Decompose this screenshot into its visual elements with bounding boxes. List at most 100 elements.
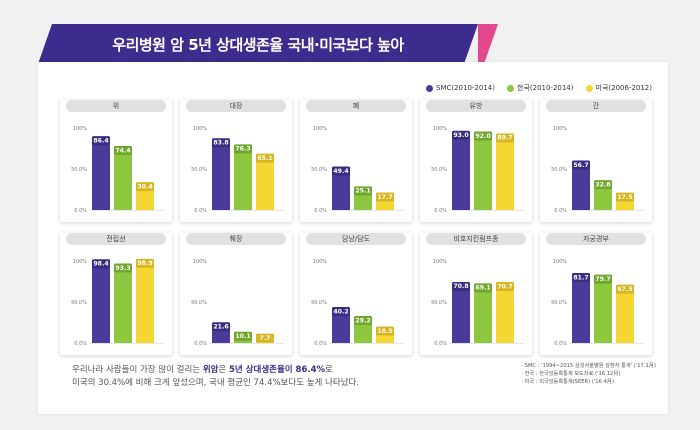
description-highlight-1: 위암: [202, 365, 219, 375]
legend-dot-smc: [426, 84, 433, 92]
data-label: 16.5: [377, 328, 392, 335]
source-note-smc: · SMC : '1994~2015 삼성서울병원 암환자 통계' ('17.1…: [521, 363, 656, 369]
y-tick-label: 0.0%: [554, 208, 567, 214]
bar: [474, 134, 492, 210]
bar: [136, 261, 154, 343]
data-label: 79.7: [595, 276, 610, 283]
source-note-usa: · 미국 : 미국암등록통계(SEER) ('16.4月): [521, 379, 615, 385]
data-label: 56.7: [573, 162, 588, 169]
data-label: 98.9: [137, 260, 152, 267]
description-line-2: 미국의 30.4%에 비해 크게 앞섰으며, 국내 평균인 74.4%보다도 높…: [72, 378, 360, 388]
card-title: 폐: [306, 100, 406, 112]
data-label: 83.8: [213, 140, 228, 147]
data-label: 93.3: [115, 265, 130, 272]
y-tick-label: 0.0%: [434, 208, 447, 214]
bar: [452, 284, 470, 343]
y-tick-label: 0.0%: [194, 341, 207, 347]
bar-chart: 100% 50.0% 0.0% 70.8 69.1 70.7: [431, 259, 524, 347]
data-label: 40.2: [333, 308, 348, 315]
card-title: 전립선: [66, 233, 166, 245]
bar: [572, 276, 590, 343]
y-tick-label: 0.0%: [554, 341, 567, 347]
y-tick-label: 50.0%: [311, 167, 327, 173]
bar: [572, 163, 590, 210]
chart-card: 폐 100% 50.0% 0.0% 49.4 25.1 17.7: [300, 100, 412, 222]
bar: [496, 136, 514, 210]
bar-cap: [256, 153, 274, 163]
bar: [616, 287, 634, 343]
data-label: 69.1: [475, 285, 490, 292]
legend-label-smc: SMC(2010-2014): [436, 84, 495, 92]
data-label: 86.4: [93, 137, 109, 144]
bar-chart: 100% 50.0% 0.0% 98.4 93.3 98.9: [71, 258, 164, 347]
description: 우리나라 사람들이 가장 많이 걸리는 위암은 5년 상대생존율이 86.4%로…: [72, 364, 359, 390]
chart-card: 비호지킨림프종 100% 50.0% 0.0% 70.8 69.1 70.7: [420, 233, 532, 355]
card-title: 위: [66, 100, 166, 112]
description-text-c: 로: [325, 365, 333, 375]
bar-cap: [572, 160, 590, 170]
bar-cap: [594, 274, 612, 284]
data-label: 17.7: [377, 194, 392, 201]
data-label: 10.1: [235, 333, 250, 340]
bar: [452, 133, 470, 210]
bar: [92, 262, 110, 343]
legend-dot-korea: [507, 84, 514, 92]
data-label: 70.8: [453, 283, 468, 290]
y-tick-label: 0.0%: [194, 208, 207, 214]
source-notes: · SMC : '1994~2015 삼성서울병원 암환자 통계' ('17.1…: [521, 362, 656, 386]
bar-cap: [616, 284, 634, 294]
data-label: 29.2: [355, 317, 370, 324]
card-title: 췌장: [186, 233, 286, 245]
data-label: 76.3: [235, 146, 250, 153]
data-label: 25.1: [355, 188, 370, 195]
data-label: 93.0: [453, 132, 469, 139]
bar-cap: [474, 131, 492, 141]
bar-cap: [234, 331, 252, 341]
bar-cap: [474, 283, 492, 293]
bar: [234, 147, 252, 210]
chart-card: 위 100% 50.0% 0.0% 86.4 74.4 30.4: [60, 100, 172, 222]
bar-cap: [256, 333, 274, 343]
chart-card: 간 100% 50.0% 0.0% 56.7 32.8 17.5: [540, 100, 652, 222]
chart-card: 췌장 100% 50.0% 0.0% 21.6 10.1 7.7: [180, 233, 292, 355]
card-title: 비호지킨림프종: [426, 233, 526, 245]
chart-card: 대장 100% 50.0% 0.0% 83.8 76.3 65.1: [180, 100, 292, 222]
y-tick-label: 0.0%: [314, 208, 327, 214]
y-tick-label: 100%: [73, 126, 88, 132]
bar-chart: 100% 50.0% 0.0% 83.8 76.3 65.1: [191, 126, 284, 214]
y-tick-label: 50.0%: [71, 300, 87, 306]
bar-cap: [452, 130, 470, 140]
page-title: 우리병원 암 5년 상대생존율 국내·미국보다 높아: [112, 35, 404, 54]
bar-chart: 100% 50.0% 0.0% 93.0 92.0 89.7: [431, 126, 524, 214]
bar-cap: [332, 166, 350, 176]
bar-cap: [354, 186, 372, 196]
bar-chart: 100% 50.0% 0.0% 49.4 25.1 17.7: [311, 126, 404, 214]
y-tick-label: 50.0%: [311, 300, 327, 306]
data-label: 98.4: [93, 261, 109, 268]
bar-cap: [496, 282, 514, 292]
bar-cap: [212, 322, 230, 332]
bar-chart: 100% 50.0% 0.0% 81.7 79.7 67.5: [551, 259, 644, 347]
bar-cap: [616, 192, 634, 202]
y-tick-label: 0.0%: [74, 208, 87, 214]
bar-cap: [376, 326, 394, 336]
bar-cap: [136, 182, 154, 192]
y-tick-label: 0.0%: [434, 341, 447, 347]
y-tick-label: 100%: [433, 126, 448, 132]
y-tick-label: 50.0%: [431, 300, 447, 306]
description-text-a: 우리나라 사람들이 가장 많이 걸리는: [72, 365, 203, 375]
bar-chart: 100% 50.0% 0.0% 40.2 29.2 16.5: [311, 259, 404, 347]
legend: SMC(2010-2014) 한국(2010-2014) 미국(2006-201…: [426, 83, 652, 93]
y-tick-label: 100%: [553, 259, 568, 265]
data-label: 32.8: [595, 181, 610, 188]
bar: [136, 185, 154, 210]
legend-item-korea: 한국(2010-2014): [507, 83, 574, 93]
data-label: 67.5: [617, 286, 632, 293]
bar-chart: 100% 50.0% 0.0% 21.6 10.1 7.7: [191, 259, 284, 347]
bar-cap: [92, 259, 110, 269]
y-tick-label: 100%: [313, 259, 328, 265]
card-title: 대장: [186, 100, 286, 112]
y-tick-label: 50.0%: [71, 167, 87, 173]
description-text-b: 은: [218, 365, 229, 375]
y-tick-label: 100%: [553, 126, 568, 132]
